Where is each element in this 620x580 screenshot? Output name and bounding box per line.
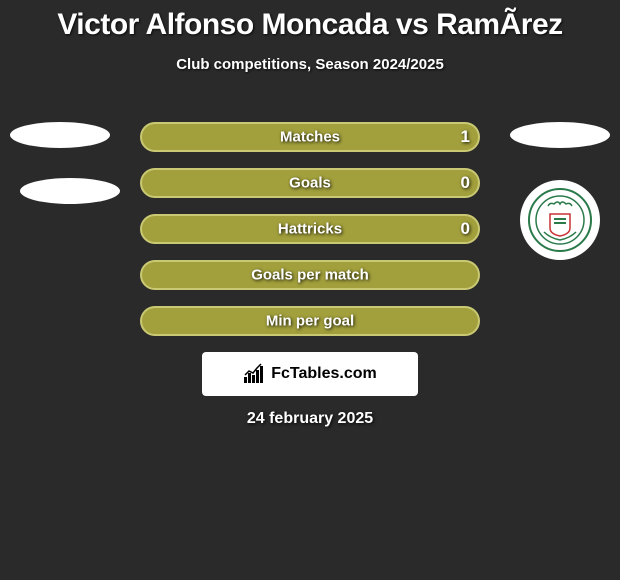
bar-label: Goals per match	[140, 267, 480, 284]
bar-row-mpg: Min per goal	[140, 306, 480, 336]
bar-value: 0	[461, 173, 470, 193]
club-crest-icon	[528, 188, 592, 252]
bar-value: 1	[461, 127, 470, 147]
bar-label: Goals	[140, 175, 480, 192]
bar-value: 0	[461, 219, 470, 239]
footer-brand-text: FcTables.com	[271, 365, 377, 383]
bar-row-matches: Matches 1	[140, 122, 480, 152]
stats-bars: Matches 1 Goals 0 Hattricks 0 Goals per …	[140, 122, 480, 352]
player-left-badge-1	[10, 122, 110, 148]
player-left-badge-2	[20, 178, 120, 204]
footer-brand-badge: FcTables.com	[202, 352, 418, 396]
bar-label: Hattricks	[140, 221, 480, 238]
player-right-badge-2	[520, 180, 600, 260]
bar-row-hattricks: Hattricks 0	[140, 214, 480, 244]
bar-chart-icon	[243, 363, 265, 385]
bar-label: Min per goal	[140, 313, 480, 330]
date-label: 24 february 2025	[0, 410, 620, 428]
subtitle: Club competitions, Season 2024/2025	[0, 56, 620, 73]
bar-row-gpm: Goals per match	[140, 260, 480, 290]
bar-label: Matches	[140, 129, 480, 146]
player-right-badge-1	[510, 122, 610, 148]
page-title: Victor Alfonso Moncada vs RamÃrez	[0, 0, 620, 42]
bar-row-goals: Goals 0	[140, 168, 480, 198]
